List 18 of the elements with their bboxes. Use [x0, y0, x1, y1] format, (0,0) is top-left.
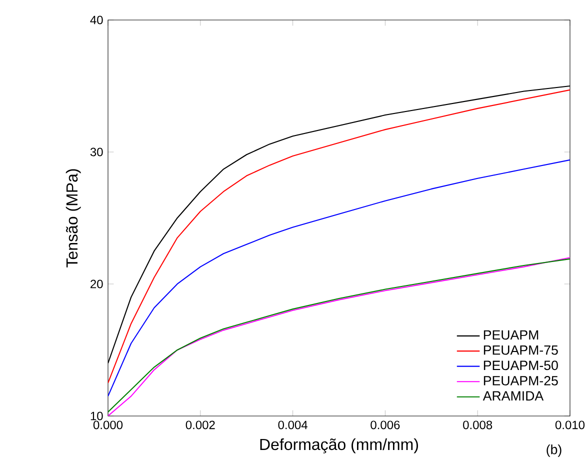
text: (b) — [546, 444, 562, 457]
legend-label: PEUAPM-25 — [484, 376, 558, 386]
legend-label: PEUAPM-75 — [484, 345, 558, 355]
x-tick-label: 0.006 — [370, 420, 400, 430]
x-tick-label: 0.004 — [278, 420, 308, 430]
y-tick-label: 20 — [90, 280, 103, 288]
x-axis-title: Deformação (mm/mm) — [260, 438, 418, 454]
legend-label: PEUAPM-50 — [484, 360, 558, 370]
y-axis-title: Tensão (MPa) — [66, 169, 81, 268]
y-tick-label: 40 — [90, 16, 103, 24]
x-tick-label: 0.010 — [555, 420, 585, 430]
x-tick-label: 0.002 — [186, 420, 215, 430]
y-tick-label: 10 — [90, 412, 103, 420]
x-tick-label: 0.000 — [93, 420, 123, 430]
legend-label: ARAMIDA — [482, 391, 544, 400]
y-tick-label: 30 — [90, 148, 103, 156]
legend-label: PEUAPM — [484, 330, 538, 340]
x-tick-label: 0.008 — [463, 420, 492, 430]
